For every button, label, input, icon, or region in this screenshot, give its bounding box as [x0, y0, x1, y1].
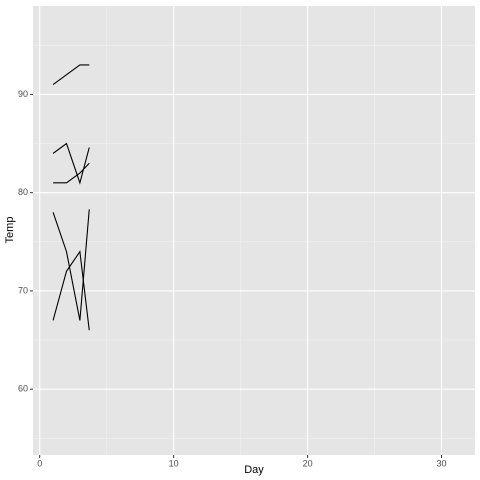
- x-axis-title: Day: [244, 464, 264, 476]
- x-tick-label: 20: [303, 458, 313, 468]
- line: [52, 209, 90, 321]
- line: [52, 142, 90, 185]
- y-axis-title: Temp: [4, 217, 16, 244]
- y-tick-label: 60: [18, 384, 28, 394]
- line: [53, 162, 90, 184]
- y-tick-label: 70: [18, 285, 28, 295]
- y-tick-label: 80: [18, 187, 28, 197]
- line: [52, 64, 90, 86]
- x-tick-label: 10: [169, 458, 179, 468]
- y-tick-label: 90: [18, 89, 28, 99]
- x-tick-label: 0: [37, 458, 42, 468]
- line: [52, 250, 90, 331]
- x-tick-label: 30: [437, 458, 447, 468]
- panel: [33, 6, 475, 455]
